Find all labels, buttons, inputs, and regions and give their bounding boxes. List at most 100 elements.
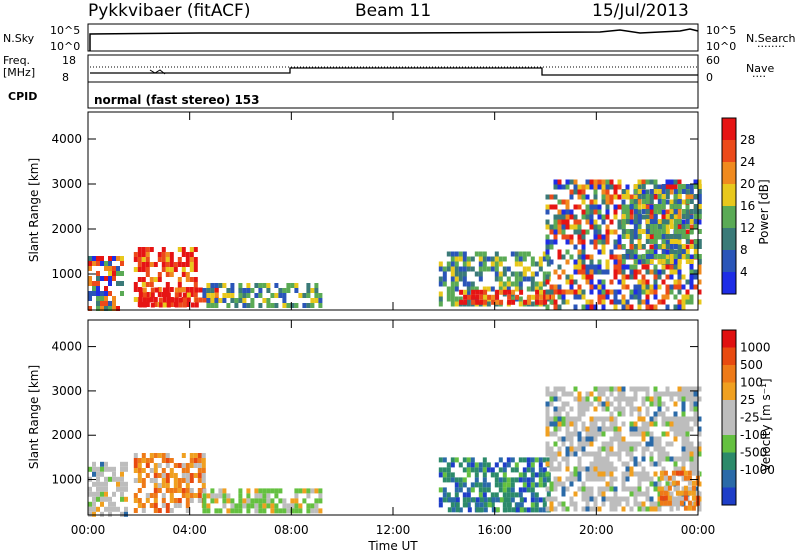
velocity-cell bbox=[629, 396, 634, 402]
velocity-cell bbox=[124, 496, 128, 502]
power-cell bbox=[629, 244, 634, 250]
velocity-cell bbox=[645, 391, 650, 397]
velocity-cell bbox=[661, 486, 666, 492]
velocity-cell bbox=[577, 416, 582, 422]
power-cell bbox=[617, 269, 622, 275]
velocity-cell bbox=[613, 506, 618, 512]
velocity-cell bbox=[681, 446, 686, 452]
velocity-cell bbox=[653, 421, 658, 427]
power-cell bbox=[649, 254, 654, 259]
velocity-cell bbox=[306, 508, 311, 514]
power-cell bbox=[649, 189, 654, 194]
power-cell bbox=[581, 189, 586, 195]
velocity-cell bbox=[569, 416, 574, 422]
power-cell bbox=[242, 303, 247, 308]
velocity-cell bbox=[625, 446, 630, 452]
power-cell bbox=[693, 184, 698, 189]
power-cell bbox=[454, 301, 459, 307]
power-cell bbox=[471, 289, 476, 295]
velocity-cell bbox=[681, 476, 686, 482]
power-cell bbox=[661, 249, 666, 254]
velocity-cell bbox=[137, 468, 142, 473]
velocity-cell bbox=[645, 421, 650, 427]
power-cell bbox=[438, 301, 443, 307]
velocity-cell bbox=[467, 507, 472, 513]
velocity-cell bbox=[169, 473, 174, 478]
power-cell bbox=[577, 219, 582, 225]
velocity-cell bbox=[446, 462, 451, 468]
power-cell bbox=[542, 276, 547, 282]
power-cell bbox=[189, 257, 194, 262]
velocity-cell bbox=[479, 502, 484, 508]
velocity-cell bbox=[645, 396, 650, 402]
power-cell bbox=[193, 262, 198, 267]
power-cell bbox=[246, 303, 251, 308]
power-cell bbox=[222, 283, 227, 288]
power-cell bbox=[693, 284, 698, 290]
velocity-cell bbox=[557, 476, 562, 482]
power-cell bbox=[661, 239, 666, 244]
x-tick-label: 00:00 bbox=[681, 523, 716, 537]
velocity-cell bbox=[633, 491, 638, 497]
power-cell bbox=[222, 298, 227, 303]
power-cell bbox=[697, 199, 702, 204]
velocity-cell bbox=[153, 503, 158, 508]
power-cell bbox=[514, 271, 519, 277]
power-cell bbox=[685, 184, 690, 189]
velocity-cell bbox=[294, 493, 299, 499]
velocity-cell bbox=[633, 391, 638, 397]
power-cell bbox=[538, 266, 543, 272]
velocity-cell bbox=[581, 406, 586, 412]
velocity-cell bbox=[601, 386, 606, 392]
power-cell bbox=[181, 262, 186, 267]
velocity-cell bbox=[145, 458, 150, 463]
power-cell bbox=[165, 282, 170, 287]
power-cell bbox=[498, 286, 503, 292]
power-cell bbox=[589, 304, 594, 310]
power-cell bbox=[681, 229, 686, 234]
velocity-cell bbox=[637, 411, 642, 417]
velocity-cell bbox=[685, 431, 690, 437]
velocity-cell bbox=[549, 501, 554, 507]
power-cell bbox=[438, 261, 443, 267]
power-cell bbox=[657, 299, 662, 305]
power-cell bbox=[569, 189, 574, 195]
velocity-cell bbox=[177, 478, 182, 483]
velocity-cell bbox=[681, 416, 686, 422]
power-cell bbox=[145, 252, 150, 257]
velocity-cell bbox=[625, 501, 630, 507]
velocity-cell bbox=[645, 506, 650, 512]
power-ytick-label: 3000 bbox=[51, 177, 82, 191]
power-cell bbox=[193, 282, 198, 287]
velocity-cell bbox=[210, 488, 215, 494]
power-cell bbox=[162, 302, 167, 308]
velocity-cell bbox=[649, 506, 654, 512]
power-cell bbox=[697, 264, 702, 270]
velocity-cell bbox=[222, 498, 227, 504]
power-cell bbox=[653, 244, 658, 249]
power-cell bbox=[522, 266, 527, 272]
velocity-cell bbox=[649, 431, 654, 437]
velocity-cell bbox=[637, 481, 642, 487]
velocity-cell bbox=[88, 506, 92, 512]
power-cell bbox=[685, 234, 690, 239]
power-cell bbox=[543, 289, 548, 295]
power-cell bbox=[653, 274, 658, 280]
power-cell bbox=[661, 209, 666, 215]
velocity-cell bbox=[689, 446, 694, 452]
velocity-cell bbox=[677, 496, 682, 502]
power-cell bbox=[661, 214, 666, 220]
velocity-colorbar-tick-label: -1000 bbox=[740, 463, 775, 477]
velocity-cell bbox=[510, 477, 515, 483]
velocity-cell bbox=[442, 497, 447, 503]
power-cell bbox=[478, 251, 483, 257]
velocity-cell bbox=[189, 473, 194, 478]
power-cell bbox=[149, 262, 154, 267]
power-cell bbox=[142, 287, 147, 293]
velocity-cell bbox=[683, 485, 688, 491]
power-cell bbox=[633, 194, 638, 200]
velocity-cell bbox=[601, 446, 606, 452]
velocity-cell bbox=[181, 473, 186, 478]
velocity-cell bbox=[120, 461, 124, 467]
power-cell bbox=[518, 296, 523, 302]
